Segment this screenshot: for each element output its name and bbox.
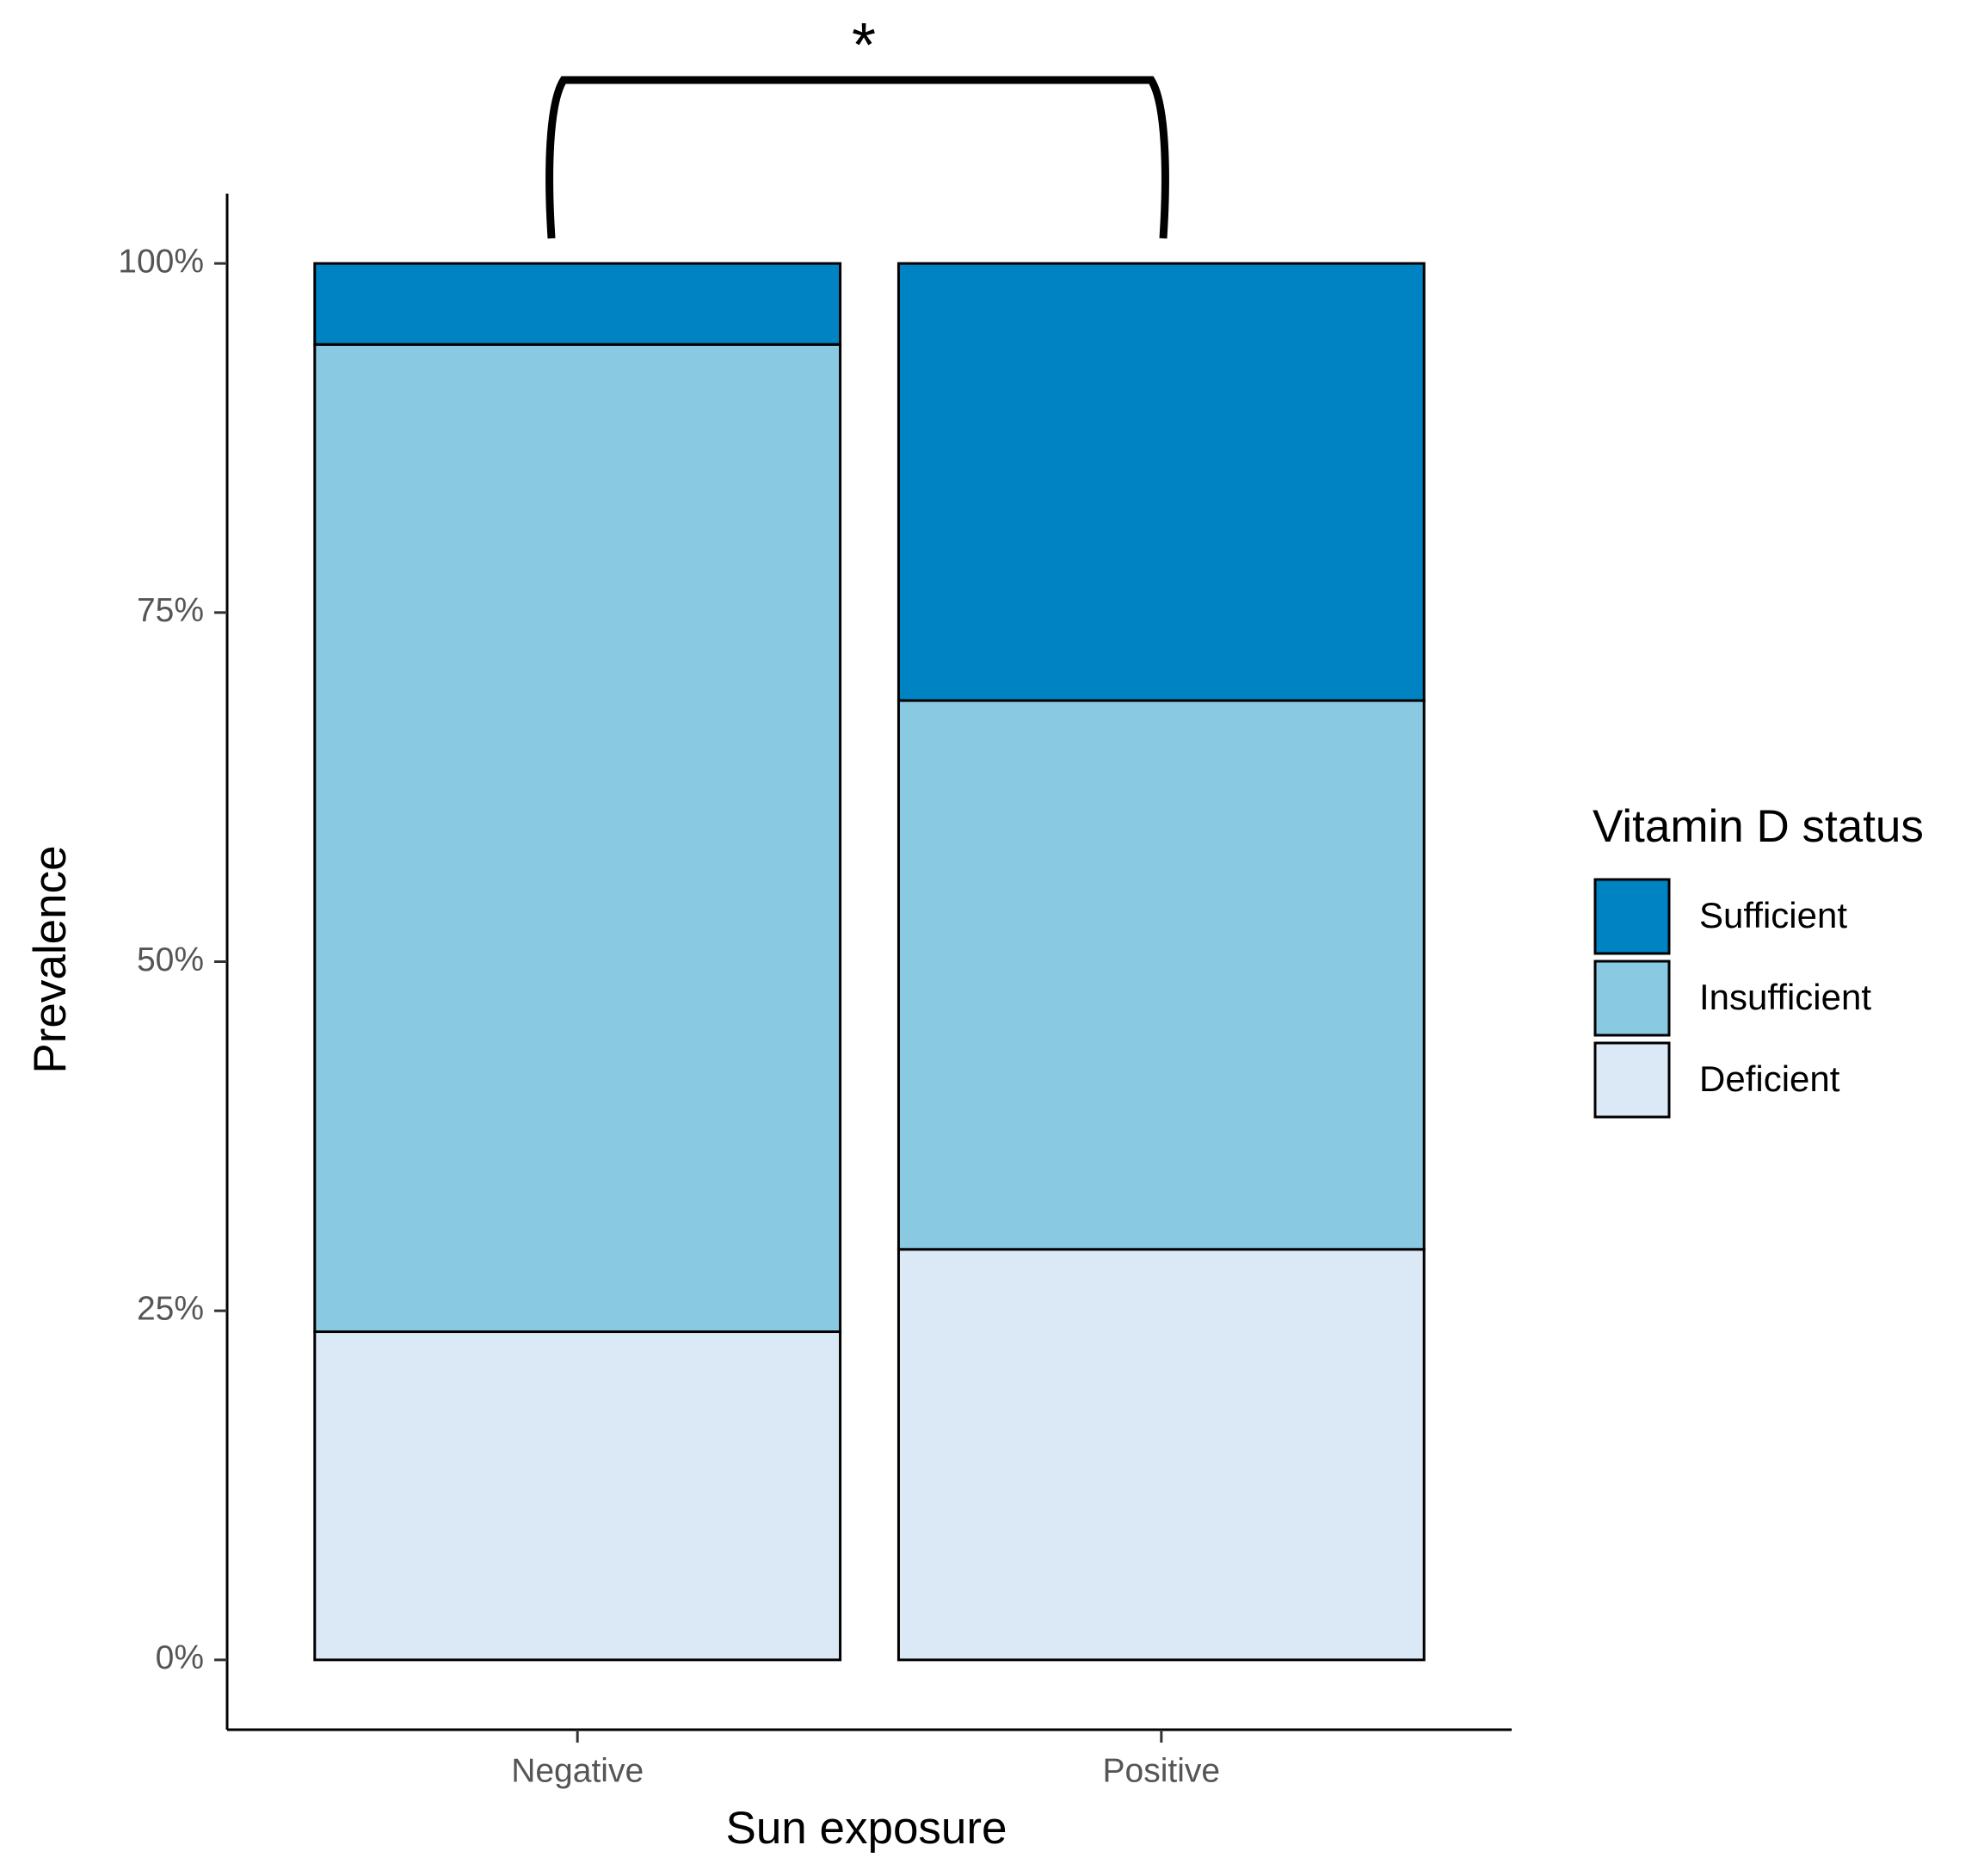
bar-segment bbox=[896, 699, 1426, 1251]
legend-label: Insufficient bbox=[1699, 977, 1871, 1017]
bar-segment bbox=[313, 262, 842, 346]
bar-segment bbox=[896, 262, 1426, 702]
y-tick-label: 0% bbox=[156, 1639, 204, 1676]
legend-key bbox=[1593, 878, 1671, 955]
legend-label: Deficient bbox=[1699, 1058, 1840, 1099]
x-tick-label: Positive bbox=[1103, 1752, 1221, 1789]
x-axis-title: Sun exposure bbox=[725, 1803, 1007, 1854]
x-tick-label: Negative bbox=[511, 1752, 644, 1789]
bar-segment bbox=[313, 342, 842, 1334]
legend-key bbox=[1593, 960, 1671, 1037]
significance-annotation: * bbox=[852, 11, 876, 80]
bar-segment bbox=[313, 1330, 842, 1662]
bar-segment bbox=[896, 1248, 1426, 1662]
y-tick-label: 50% bbox=[137, 941, 204, 978]
y-axis-title: Prevalence bbox=[25, 845, 76, 1073]
legend-title: Vitamin D status bbox=[1593, 801, 1924, 852]
y-tick-label: 100% bbox=[118, 243, 204, 280]
y-tick-label: 25% bbox=[137, 1290, 204, 1327]
legend-key bbox=[1593, 1041, 1671, 1119]
significance-bracket bbox=[545, 76, 1169, 239]
legend-label: Sufficient bbox=[1699, 895, 1847, 935]
y-tick-label: 75% bbox=[137, 592, 204, 629]
